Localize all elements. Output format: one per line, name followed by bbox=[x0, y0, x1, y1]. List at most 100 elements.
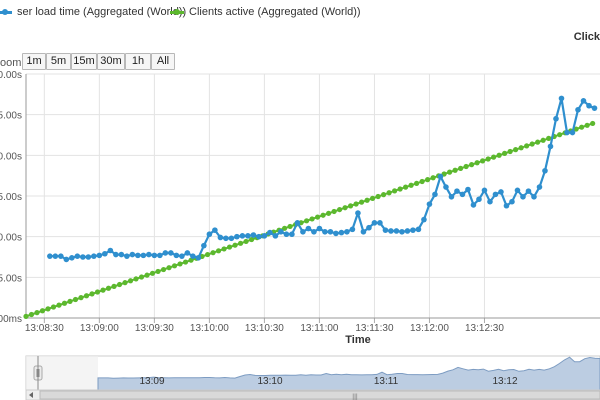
data-point-load-time bbox=[85, 254, 92, 260]
data-point-clients-active bbox=[34, 310, 40, 316]
data-point-load-time bbox=[184, 250, 191, 256]
data-point-clients-active bbox=[524, 143, 530, 149]
data-point-clients-active bbox=[502, 150, 508, 156]
data-point-clients-active bbox=[237, 240, 244, 246]
data-point-clients-active bbox=[375, 193, 381, 200]
data-point-clients-active bbox=[452, 167, 458, 173]
data-point-clients-active bbox=[100, 287, 106, 293]
zoom-button-15m[interactable]: 15m bbox=[71, 53, 97, 70]
data-point-clients-active bbox=[45, 306, 51, 312]
navigator-area bbox=[97, 356, 600, 391]
y-tick-label: 0.00s bbox=[0, 70, 22, 81]
data-point-load-time bbox=[256, 233, 262, 240]
data-point-load-time bbox=[58, 253, 64, 259]
data-point-clients-active bbox=[23, 313, 29, 319]
data-point-clients-active bbox=[248, 236, 255, 243]
data-point-load-time bbox=[311, 228, 317, 235]
legend-label-load-time: ser load time (Aggregated (World)) bbox=[17, 6, 187, 18]
data-point-load-time bbox=[454, 188, 460, 194]
x-tick-label: 13:08:30 bbox=[25, 323, 64, 334]
data-point-load-time bbox=[206, 231, 213, 238]
data-point-load-time bbox=[300, 228, 306, 235]
zoom-label: oom bbox=[0, 57, 22, 69]
data-point-load-time bbox=[168, 250, 174, 256]
data-point-load-time bbox=[410, 227, 416, 233]
data-point-load-time bbox=[107, 247, 114, 254]
data-point-load-time bbox=[102, 250, 108, 257]
data-point-load-time bbox=[404, 228, 411, 234]
data-point-clients-active bbox=[540, 137, 546, 143]
data-point-clients-active bbox=[458, 165, 464, 171]
data-point-clients-active bbox=[419, 178, 425, 185]
navigator[interactable]: 13:09 13:10 13:11 13:12 ||| bbox=[25, 355, 600, 400]
data-point-clients-active bbox=[89, 291, 95, 297]
data-point-load-time bbox=[509, 198, 515, 205]
data-point-clients-active bbox=[232, 242, 238, 248]
y-tick-label: 5.00s bbox=[0, 111, 22, 122]
data-point-clients-active bbox=[463, 163, 469, 170]
data-point-load-time bbox=[580, 98, 587, 104]
data-point-load-time bbox=[113, 251, 119, 258]
data-point-clients-active bbox=[28, 311, 35, 318]
zoom-button-all[interactable]: All bbox=[151, 53, 175, 70]
data-point-clients-active bbox=[287, 223, 293, 230]
data-point-clients-active bbox=[370, 195, 376, 201]
data-point-clients-active bbox=[573, 126, 579, 132]
data-point-load-time bbox=[179, 253, 185, 259]
legend-item-clients-active[interactable]: Clients active (Aggregated (World)) bbox=[170, 6, 361, 18]
data-point-clients-active bbox=[386, 190, 392, 196]
data-point-load-time bbox=[542, 167, 548, 174]
zoom-button-1h[interactable]: 1h bbox=[125, 53, 151, 70]
data-point-load-time bbox=[382, 227, 389, 233]
zoom-button-5m[interactable]: 5m bbox=[46, 53, 71, 70]
data-point-clients-active bbox=[133, 276, 139, 282]
legend-swatch-green-icon bbox=[170, 8, 184, 15]
data-point-clients-active bbox=[78, 295, 84, 301]
data-point-clients-active bbox=[392, 188, 398, 194]
x-tick-label: 13:12:30 bbox=[465, 323, 504, 334]
data-point-clients-active bbox=[61, 300, 68, 306]
scrollbar-thumb[interactable] bbox=[39, 390, 600, 400]
data-point-clients-active bbox=[116, 281, 123, 288]
data-point-load-time bbox=[316, 225, 323, 232]
data-point-load-time bbox=[245, 233, 251, 239]
legend-item-load-time[interactable]: ser load time (Aggregated (World)) bbox=[0, 6, 186, 18]
data-point-load-time bbox=[327, 228, 334, 235]
data-point-clients-active bbox=[122, 280, 128, 286]
data-point-load-time bbox=[239, 233, 246, 239]
data-point-load-time bbox=[129, 251, 136, 258]
data-point-clients-active bbox=[447, 169, 453, 175]
data-point-clients-active bbox=[325, 210, 332, 216]
zoom-button-1m[interactable]: 1m bbox=[22, 53, 46, 70]
data-point-clients-active bbox=[347, 203, 354, 209]
data-point-load-time bbox=[283, 231, 290, 238]
scroll-left-arrow-icon[interactable] bbox=[29, 392, 33, 398]
data-point-load-time bbox=[377, 220, 383, 226]
data-point-load-time bbox=[514, 187, 521, 194]
data-point-load-time bbox=[80, 254, 86, 260]
data-point-load-time bbox=[448, 194, 455, 200]
data-point-load-time bbox=[228, 235, 235, 242]
data-point-load-time bbox=[162, 250, 169, 256]
data-point-load-time bbox=[349, 226, 356, 233]
data-point-load-time bbox=[564, 129, 570, 136]
data-point-clients-active bbox=[221, 246, 227, 252]
data-point-clients-active bbox=[171, 263, 178, 269]
chart-legend: ser load time (Aggregated (World)) Clien… bbox=[0, 6, 600, 30]
data-point-clients-active bbox=[314, 214, 321, 220]
data-point-load-time bbox=[525, 188, 532, 194]
data-point-clients-active bbox=[557, 132, 563, 138]
data-point-load-time bbox=[459, 191, 466, 198]
x-axis-title: Time bbox=[345, 334, 370, 346]
data-point-load-time bbox=[124, 253, 130, 259]
data-point-clients-active bbox=[507, 148, 513, 155]
data-point-clients-active bbox=[513, 147, 519, 153]
data-point-clients-active bbox=[342, 205, 348, 211]
data-point-clients-active bbox=[177, 261, 183, 267]
data-point-clients-active bbox=[67, 298, 73, 304]
data-point-clients-active bbox=[381, 192, 387, 198]
y-tick-label: 5.00s bbox=[0, 192, 22, 203]
x-tick-label: 13:09:30 bbox=[135, 323, 174, 334]
zoom-button-30m[interactable]: 30m bbox=[97, 53, 125, 70]
